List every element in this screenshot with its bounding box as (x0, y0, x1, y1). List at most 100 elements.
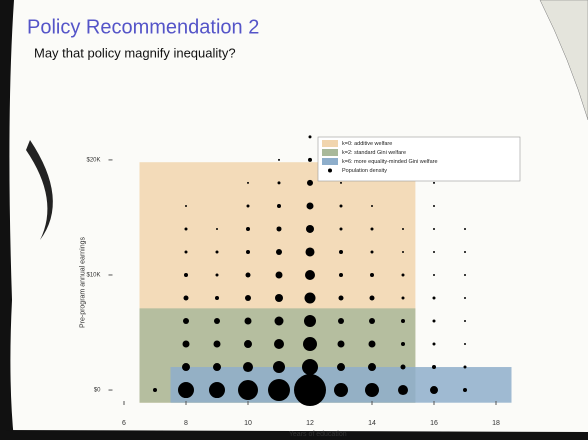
density-bubble (305, 247, 315, 257)
density-bubble (178, 382, 194, 399)
density-bubble (432, 342, 436, 346)
frame-left (0, 0, 14, 440)
density-bubble (213, 363, 221, 372)
density-bubble (184, 250, 188, 254)
density-bubble (369, 318, 375, 325)
legend-swatch (322, 158, 338, 165)
density-bubble (338, 295, 344, 301)
legend-label: k=0: additive welfare (342, 141, 392, 147)
density-bubble (273, 361, 285, 374)
density-bubble (244, 317, 252, 325)
density-bubble (369, 295, 375, 301)
density-bubble (464, 227, 466, 230)
legend-label: k=2: standard Gini welfare (342, 150, 406, 156)
density-bubble (182, 340, 190, 348)
density-bubble (306, 202, 314, 210)
density-bubble (368, 340, 376, 348)
density-bubble (337, 340, 345, 348)
slide-subtitle: May that policy magnify inequality? (34, 45, 236, 60)
density-bubble (370, 227, 374, 231)
x-tick-label: 10 (244, 420, 252, 427)
y-tick-label: $10K (86, 273, 100, 279)
density-bubble (433, 227, 435, 230)
density-bubble (183, 295, 189, 301)
density-bubble (401, 273, 405, 277)
density-bubble (308, 135, 312, 139)
density-bubble (275, 271, 283, 279)
density-bubble (184, 272, 188, 277)
density-bubble (402, 250, 404, 253)
density-bubble (247, 181, 249, 184)
density-bubble (268, 379, 290, 402)
density-bubble (338, 318, 344, 325)
density-bubble (304, 315, 316, 328)
legend-swatch (322, 140, 338, 147)
legend-marker (328, 168, 332, 173)
slide-title: Policy Recommendation 2 (27, 16, 259, 38)
density-bubble (275, 293, 283, 302)
density-bubble (398, 385, 408, 396)
density-bubble (400, 364, 406, 370)
x-tick-label: 18 (492, 420, 500, 427)
density-bubble (306, 224, 314, 233)
density-bubble (339, 204, 343, 208)
density-bubble (245, 294, 251, 301)
density-bubble (401, 319, 405, 324)
density-bubble (432, 365, 436, 370)
density-bubble (432, 296, 436, 300)
density-bubble (243, 362, 253, 373)
density-bubble (402, 227, 404, 230)
density-bubble (216, 227, 218, 230)
legend-box (317, 136, 521, 182)
chart: $0 $10K $20K 6 8 10 12 14 16 18 Years of education… (79, 135, 521, 438)
y-tick-label: $20K (86, 157, 100, 163)
x-tick-label: 14 (368, 420, 376, 427)
density-bubble (305, 269, 315, 280)
density-bubble (340, 181, 342, 184)
density-bubble (274, 316, 284, 326)
density-bubble (303, 337, 317, 352)
density-bubble (294, 374, 326, 407)
density-bubble (209, 382, 225, 399)
x-tick-label: 8 (184, 420, 188, 427)
density-bubble (430, 386, 438, 395)
density-bubble (214, 318, 220, 325)
density-bubble (215, 295, 219, 300)
density-bubble (153, 388, 157, 393)
density-bubble (365, 383, 379, 398)
density-bubble (278, 158, 280, 161)
density-bubble (464, 273, 466, 276)
density-bubble (304, 292, 316, 304)
x-tick-label: 6 (122, 420, 126, 427)
density-bubble (307, 179, 313, 186)
density-bubble (244, 340, 252, 349)
legend-label: Population density (342, 168, 387, 174)
density-bubble (308, 157, 312, 162)
density-bubble (246, 249, 250, 254)
density-bubble (334, 383, 348, 398)
density-bubble (302, 359, 318, 376)
density-bubble (433, 250, 435, 253)
x-tick-label: 12 (306, 420, 314, 427)
density-bubble (463, 388, 467, 393)
density-bubble (274, 339, 284, 350)
density-bubble (238, 380, 258, 401)
density-bubble (401, 296, 405, 300)
density-bubble (370, 272, 374, 277)
density-bubble (464, 343, 466, 346)
density-bubble (339, 272, 343, 277)
density-bubble (371, 204, 373, 207)
density-bubble (245, 272, 251, 278)
density-bubble (433, 204, 435, 207)
density-bubble (337, 363, 345, 372)
density-bubble (464, 296, 466, 299)
density-bubble (246, 204, 250, 208)
density-bubble (183, 318, 189, 325)
density-bubble (339, 227, 343, 231)
x-tick-label: 16 (430, 420, 438, 427)
density-bubble (276, 248, 282, 255)
density-bubble (182, 363, 190, 372)
density-bubble (464, 250, 466, 253)
density-bubble (185, 204, 187, 207)
